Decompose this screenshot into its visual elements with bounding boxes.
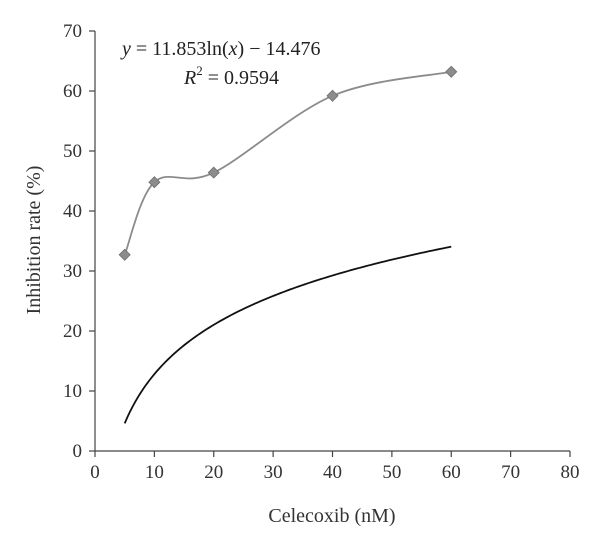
y-tick-label: 50 <box>63 141 82 162</box>
r-squared-label: R2 = 0.9594 <box>183 63 279 89</box>
x-tick-label: 20 <box>204 462 223 483</box>
y-tick-label: 20 <box>63 321 82 342</box>
x-tick-label: 60 <box>442 462 461 483</box>
equation-tail: ) − 14.476 <box>238 38 321 60</box>
series-layer <box>123 70 452 256</box>
equation-y-var: y <box>120 38 131 60</box>
trend-equation: y = 11.853ln(x) − 14.476 <box>120 38 321 60</box>
y-tick-label: 0 <box>73 441 83 462</box>
r2-superscript: 2 <box>196 63 203 78</box>
y-tick-label: 60 <box>63 81 82 102</box>
data-point-marker <box>445 65 458 78</box>
x-tick-label: 30 <box>264 462 283 483</box>
data-point-marker <box>326 89 339 102</box>
y-ticks: 0 10 20 30 40 50 60 70 <box>63 21 95 462</box>
equation-mid: = 11.853ln( <box>131 38 229 60</box>
y-tick-label: 10 <box>63 381 82 402</box>
x-tick-label: 50 <box>382 462 401 483</box>
r2-value: = 0.9594 <box>203 67 279 89</box>
trend-layer <box>123 245 452 424</box>
x-ticks: 0 10 20 30 40 50 60 70 80 <box>90 451 580 483</box>
x-tick-label: 80 <box>561 462 580 483</box>
x-tick-label: 70 <box>501 462 520 483</box>
x-tick-label: 40 <box>323 462 342 483</box>
data-point-marker <box>207 166 220 179</box>
data-point-marker <box>118 248 131 261</box>
trendline <box>123 245 452 424</box>
y-tick-label: 40 <box>63 201 82 222</box>
equation-x-var: x <box>228 38 238 60</box>
x-tick-label: 10 <box>145 462 164 483</box>
x-axis-title: Celecoxib (nM) <box>268 505 395 527</box>
y-tick-label: 70 <box>63 21 82 42</box>
y-axis-title: Inhibition rate (%) <box>23 166 45 315</box>
x-tick-label: 0 <box>90 462 100 483</box>
y-tick-label: 30 <box>63 261 82 282</box>
marker-layer <box>118 65 458 261</box>
series-line <box>123 70 452 256</box>
data-point-marker <box>148 176 161 189</box>
r2-symbol: R <box>183 67 196 89</box>
